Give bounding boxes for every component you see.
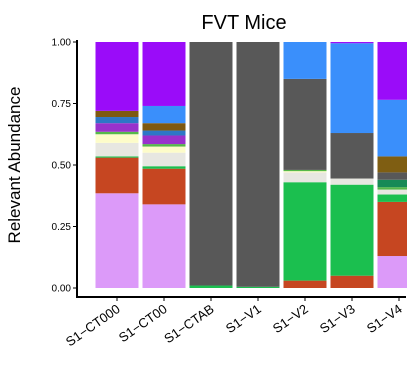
bar-segment xyxy=(143,169,186,205)
bar-segment xyxy=(96,123,139,132)
bars-layer xyxy=(96,42,407,288)
bar-segment xyxy=(190,42,233,286)
x-tick-label: S1−V3 xyxy=(317,301,358,336)
bar-segment xyxy=(378,187,407,189)
bar-segment xyxy=(143,123,186,130)
bar-segment xyxy=(378,180,407,187)
bar-segment xyxy=(284,182,327,280)
y-tick-label: 0.75 xyxy=(52,99,72,110)
x-tick-label: S1−CT00 xyxy=(116,301,170,345)
y-ticks-layer: 0.00 0.25 0.50 0.75 1.00 xyxy=(52,38,77,295)
bar-segment xyxy=(378,100,407,157)
bar-segment xyxy=(143,147,186,153)
bar-stack xyxy=(331,42,374,288)
bar-segment xyxy=(378,156,407,172)
bar-segment xyxy=(284,281,327,288)
bar-stack xyxy=(190,42,233,288)
bar-segment xyxy=(237,287,280,288)
bar-segment xyxy=(143,153,186,167)
y-axis-label: Relevant Abundance xyxy=(5,87,24,244)
bar-segment xyxy=(96,134,139,143)
bar-segment xyxy=(96,42,139,111)
bar-segment xyxy=(96,158,139,194)
bar-segment xyxy=(96,132,139,134)
bar-segment xyxy=(96,143,139,157)
bar-stack xyxy=(143,42,186,288)
bar-segment xyxy=(190,286,233,288)
bar-segment xyxy=(378,42,407,100)
bar-segment xyxy=(331,133,374,179)
y-tick-label: 0.50 xyxy=(52,161,72,172)
bar-segment xyxy=(143,106,186,123)
bar-stack xyxy=(378,42,407,288)
bar-segment xyxy=(284,172,327,182)
bar-segment xyxy=(331,42,374,43)
y-tick-label: 0.00 xyxy=(52,284,72,295)
bar-segment xyxy=(378,195,407,202)
bar-segment xyxy=(331,179,374,185)
bar-segment xyxy=(378,256,407,288)
bar-segment xyxy=(284,170,327,171)
y-tick-label: 1.00 xyxy=(52,38,72,49)
bar-segment xyxy=(284,171,327,172)
bar-segment xyxy=(237,42,280,287)
bar-stack xyxy=(237,42,280,288)
bar-segment xyxy=(331,276,374,288)
bar-segment xyxy=(96,193,139,288)
bar-segment xyxy=(378,190,407,195)
y-tick-label: 0.25 xyxy=(52,222,72,233)
bar-segment xyxy=(96,117,139,123)
x-tick-label: S1−CT000 xyxy=(63,301,123,349)
x-tick-label: S1−CTAB xyxy=(161,301,216,346)
bar-segment xyxy=(143,42,186,106)
bar-segment xyxy=(96,156,139,157)
bar-segment xyxy=(284,42,327,79)
bar-segment xyxy=(378,202,407,256)
x-tick-label: S1−V4 xyxy=(364,301,405,336)
bar-segment xyxy=(331,43,374,133)
bar-segment xyxy=(143,131,186,136)
chart-title: FVT Mice xyxy=(201,12,286,34)
bar-segment xyxy=(284,79,327,170)
bar-segment xyxy=(96,111,139,117)
bar-segment xyxy=(143,204,186,288)
x-tick-label: S1−V1 xyxy=(223,301,264,336)
bar-segment xyxy=(143,166,186,168)
bar-segment xyxy=(378,172,407,179)
x-tick-label: S1−V2 xyxy=(270,301,311,336)
bar-stack xyxy=(96,42,139,288)
bar-stack xyxy=(284,42,327,288)
bar-segment xyxy=(143,135,186,144)
bar-segment xyxy=(143,144,186,146)
bar-segment xyxy=(331,185,374,276)
